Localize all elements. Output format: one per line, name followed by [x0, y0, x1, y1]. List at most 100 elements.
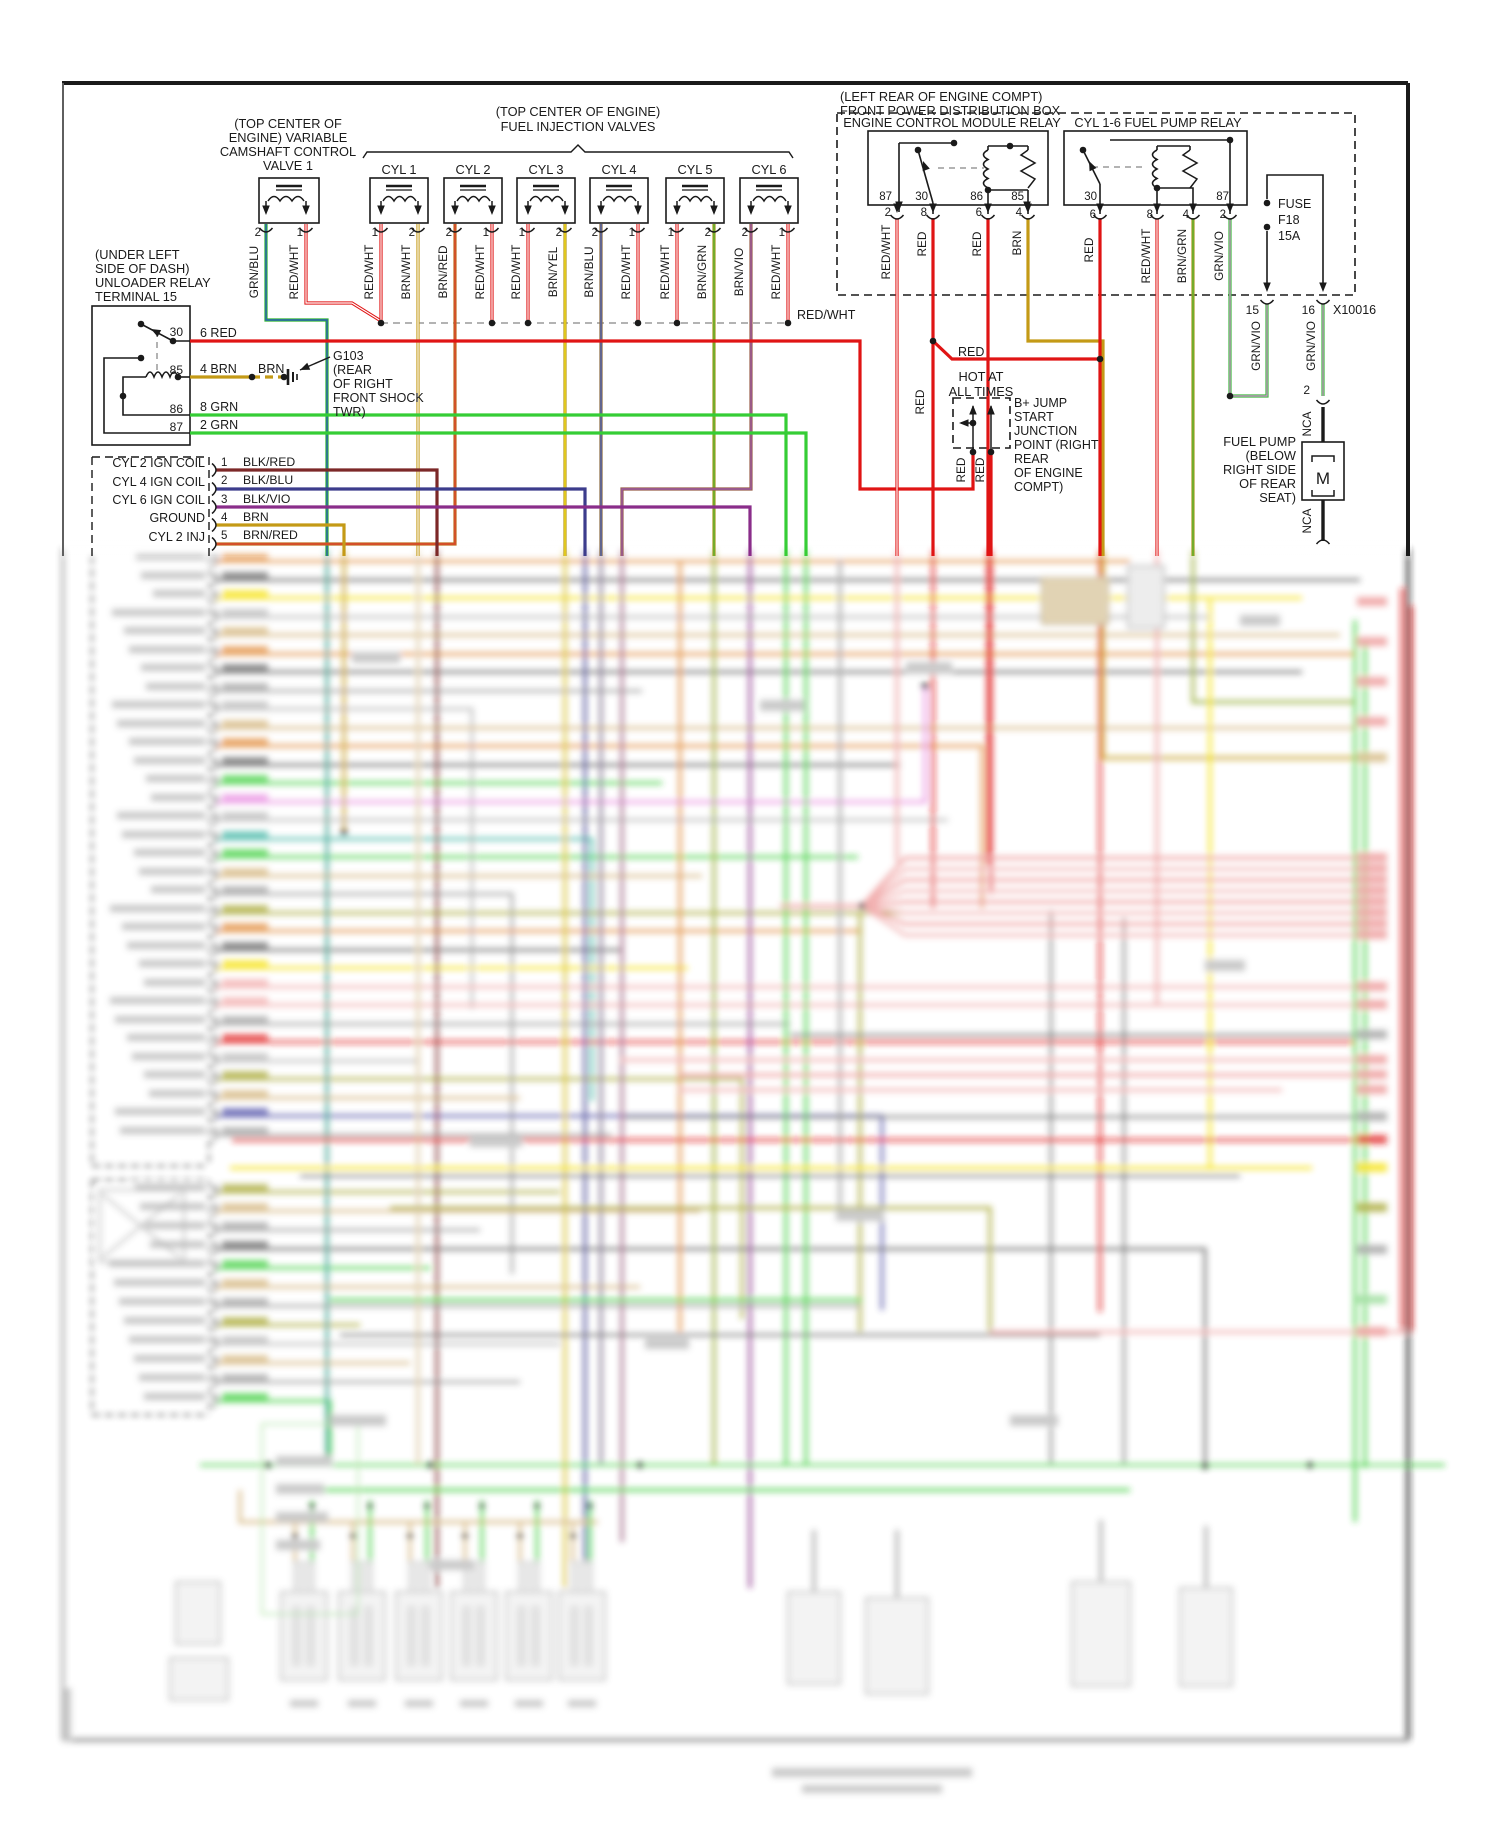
label: BRN/VIO [732, 248, 746, 297]
label: 5 [221, 530, 227, 542]
pin-arc [211, 923, 217, 939]
label: GRN/VIO [1249, 321, 1263, 371]
label: GRN/VIO [1212, 231, 1226, 281]
pin-arc [211, 960, 217, 976]
blurred-row-label [146, 775, 205, 782]
junction-dot [570, 1533, 576, 1539]
pin-arc [211, 1053, 217, 1069]
junction-dot [673, 319, 681, 327]
junction-dot [292, 1533, 298, 1539]
dashed-enclosure [952, 397, 1011, 449]
blurred-pin-number [212, 1204, 219, 1210]
injector-coil [752, 195, 787, 203]
junction-dot [634, 319, 642, 327]
pin-arc [447, 227, 463, 233]
blurred-pin-number [212, 906, 219, 912]
blurred-row-label [151, 886, 205, 893]
wire [917, 149, 934, 204]
label: M [1316, 469, 1330, 488]
blurred-pin-number [212, 573, 219, 579]
label: UNLOADER RELAY [95, 275, 211, 290]
label: ENGINE) VARIABLE [229, 130, 348, 145]
pin-arc [211, 1374, 217, 1390]
pin-arc [211, 462, 217, 478]
coil-symbol [145, 371, 179, 380]
pin-arc [211, 1016, 217, 1032]
label: BRN [243, 510, 269, 524]
blurred-wire-tag [1357, 1135, 1387, 1144]
blurred-wire-label [222, 979, 268, 987]
arrowhead [414, 205, 422, 215]
wire [238, 1490, 598, 1524]
blurred-wire-label [222, 683, 268, 691]
blurred-wire-label [222, 868, 268, 876]
blurred-row-label [139, 1374, 205, 1381]
blurred-row-label [124, 1317, 205, 1324]
blurred-row-label [129, 738, 205, 745]
blurred-wire-label [222, 701, 268, 709]
component-box [867, 130, 1049, 206]
blurred-wire-tag [1357, 908, 1387, 917]
arrowhead [922, 161, 930, 172]
arrowhead [262, 205, 270, 215]
component-box [665, 177, 725, 224]
label: (REAR [333, 363, 372, 377]
blurred-wire-label [222, 923, 268, 931]
pin-arc [211, 646, 217, 662]
junction-dot [524, 319, 532, 327]
label: (LEFT REAR OF ENGINE COMPT) [840, 89, 1042, 104]
pin-arc [373, 227, 389, 233]
arrowhead [597, 205, 605, 215]
pin-arc [211, 775, 217, 791]
blurred-connector-slot [306, 1606, 315, 1666]
blurred-row-label [117, 720, 205, 727]
junction-dot [950, 139, 958, 147]
label: 1 [519, 227, 525, 239]
pin-arc [211, 683, 217, 699]
label: 87 [879, 191, 892, 203]
label: (TOP CENTER OF [234, 116, 342, 131]
blurred-connector-box [395, 1591, 443, 1681]
junction-dot [858, 902, 866, 910]
blurred-pin-number [212, 795, 219, 801]
blurred-pin-number [212, 739, 219, 745]
label: 2 [1303, 383, 1310, 397]
junction-dot [1079, 146, 1087, 154]
blurred-wire-label [222, 1034, 268, 1042]
junction-dot [969, 448, 977, 456]
junction-dot [426, 1461, 434, 1469]
blurred-wire-tag [1357, 717, 1387, 726]
blurred-connector-box [338, 1591, 386, 1681]
label: CYL 3 [528, 162, 563, 177]
label: RED/WHT [619, 244, 633, 299]
blurred-row-label [145, 1222, 205, 1229]
junction-dot [929, 337, 937, 345]
pin-arc [211, 1241, 217, 1257]
label: 2 [556, 227, 562, 239]
junction-dot [462, 1533, 468, 1539]
junction-dot [784, 319, 792, 327]
wire [861, 889, 1355, 908]
blurred-text [460, 1700, 488, 1707]
arrowhead [300, 362, 311, 370]
label: 4 BRN [200, 362, 237, 376]
blurred-connector-slot [531, 1606, 540, 1666]
label: GRN/VIO [1304, 321, 1318, 371]
label: BRN/RED [436, 245, 450, 298]
blurred-pin-number [212, 1261, 219, 1267]
pin-arc [211, 942, 217, 958]
pin-arc [925, 214, 941, 220]
blurred-connector-slot [584, 1606, 593, 1666]
blurred-pin-number [212, 1091, 219, 1097]
label: 1 [668, 227, 674, 239]
blurred-text [276, 1456, 332, 1466]
pin-arc [211, 979, 217, 995]
blurred-wire-label [222, 942, 268, 950]
label: 2 [409, 227, 415, 239]
wire [216, 1077, 744, 1319]
blurred-wire-tag [1357, 1327, 1387, 1336]
label: RED [954, 458, 968, 483]
label: 86 [170, 402, 184, 416]
junction-dot [914, 146, 922, 154]
blurred-text [276, 1540, 320, 1550]
